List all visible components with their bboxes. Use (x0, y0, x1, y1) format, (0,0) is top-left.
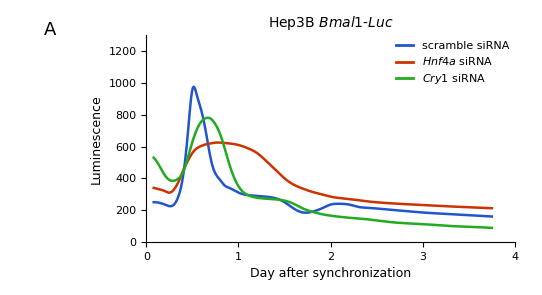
Y-axis label: Luminescence: Luminescence (90, 94, 103, 183)
Text: A: A (43, 21, 56, 39)
X-axis label: Day after synchronization: Day after synchronization (250, 267, 411, 280)
Legend: scramble siRNA, $\it{Hnf4a}$ siRNA, $\it{Cry1}$ siRNA: scramble siRNA, $\it{Hnf4a}$ siRNA, $\it… (396, 41, 509, 86)
Title: Hep3B $\it{Bmal1}$-$\it{Luc}$: Hep3B $\it{Bmal1}$-$\it{Luc}$ (268, 14, 393, 32)
